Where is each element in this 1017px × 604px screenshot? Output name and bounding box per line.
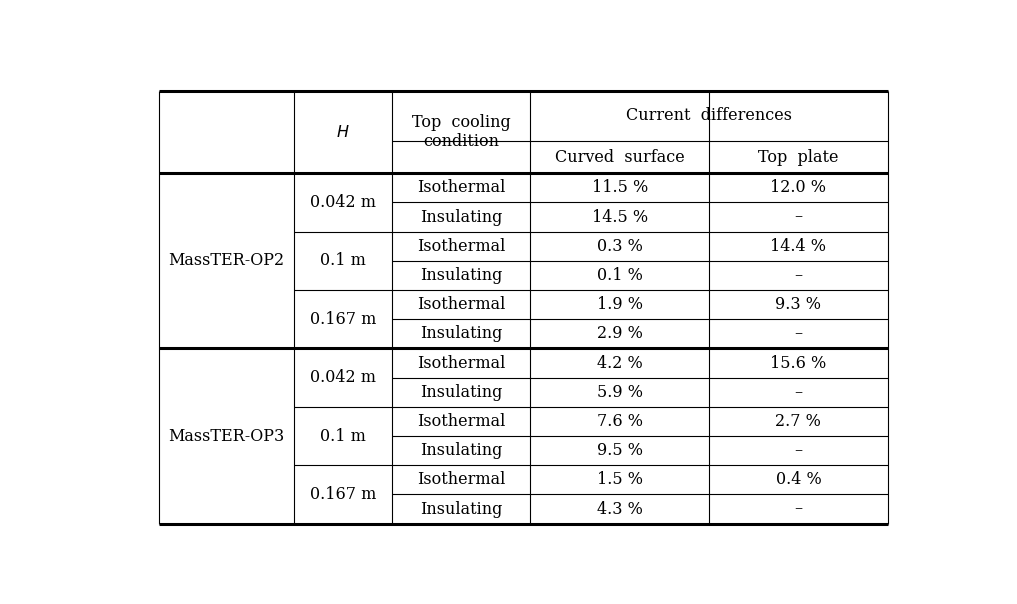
Text: MassTER-OP2: MassTER-OP2 bbox=[168, 252, 284, 269]
Text: 0.1 m: 0.1 m bbox=[319, 252, 366, 269]
Text: Isothermal: Isothermal bbox=[417, 471, 505, 488]
Text: 12.0 %: 12.0 % bbox=[771, 179, 827, 196]
Text: 4.2 %: 4.2 % bbox=[597, 355, 643, 371]
Text: Insulating: Insulating bbox=[420, 501, 502, 518]
Text: Isothermal: Isothermal bbox=[417, 296, 505, 313]
Text: 0.167 m: 0.167 m bbox=[309, 310, 376, 328]
Text: 11.5 %: 11.5 % bbox=[592, 179, 648, 196]
Text: 0.042 m: 0.042 m bbox=[310, 194, 375, 211]
Text: $H$: $H$ bbox=[336, 124, 350, 141]
Text: Top  cooling
condition: Top cooling condition bbox=[412, 114, 511, 150]
Text: 2.7 %: 2.7 % bbox=[776, 413, 822, 430]
Text: Insulating: Insulating bbox=[420, 384, 502, 400]
Text: 4.3 %: 4.3 % bbox=[597, 501, 643, 518]
Text: Top  plate: Top plate bbox=[758, 149, 839, 165]
Text: 0.3 %: 0.3 % bbox=[597, 238, 643, 255]
Text: Curved  surface: Curved surface bbox=[555, 149, 684, 165]
Text: Insulating: Insulating bbox=[420, 442, 502, 459]
Text: 1.5 %: 1.5 % bbox=[597, 471, 643, 488]
Text: –: – bbox=[794, 326, 802, 342]
Text: 15.6 %: 15.6 % bbox=[770, 355, 827, 371]
Text: Current  differences: Current differences bbox=[626, 108, 792, 124]
Text: 7.6 %: 7.6 % bbox=[597, 413, 643, 430]
Text: –: – bbox=[794, 267, 802, 284]
Text: 1.9 %: 1.9 % bbox=[597, 296, 643, 313]
Text: Insulating: Insulating bbox=[420, 267, 502, 284]
Text: 9.5 %: 9.5 % bbox=[597, 442, 643, 459]
Text: 14.4 %: 14.4 % bbox=[771, 238, 827, 255]
Text: MassTER-OP3: MassTER-OP3 bbox=[168, 428, 284, 445]
Text: Insulating: Insulating bbox=[420, 326, 502, 342]
Text: 2.9 %: 2.9 % bbox=[597, 326, 643, 342]
Text: 0.1 m: 0.1 m bbox=[319, 428, 366, 445]
Text: –: – bbox=[794, 384, 802, 400]
Text: 9.3 %: 9.3 % bbox=[775, 296, 822, 313]
Text: Isothermal: Isothermal bbox=[417, 179, 505, 196]
Text: –: – bbox=[794, 442, 802, 459]
Text: 0.4 %: 0.4 % bbox=[776, 471, 822, 488]
Text: Isothermal: Isothermal bbox=[417, 413, 505, 430]
Text: –: – bbox=[794, 208, 802, 225]
Text: Isothermal: Isothermal bbox=[417, 238, 505, 255]
Text: 0.1 %: 0.1 % bbox=[597, 267, 643, 284]
Text: –: – bbox=[794, 501, 802, 518]
Text: 5.9 %: 5.9 % bbox=[597, 384, 643, 400]
Text: Isothermal: Isothermal bbox=[417, 355, 505, 371]
Text: Insulating: Insulating bbox=[420, 208, 502, 225]
Text: 0.042 m: 0.042 m bbox=[310, 369, 375, 386]
Text: 14.5 %: 14.5 % bbox=[592, 208, 648, 225]
Text: 0.167 m: 0.167 m bbox=[309, 486, 376, 503]
